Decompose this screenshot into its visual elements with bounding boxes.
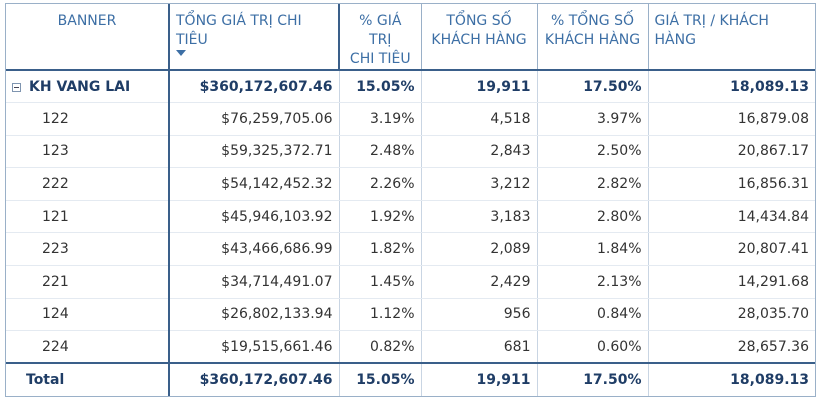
table-row: 123 $59,325,372.71 2.48% 2,843 2.50% 20,…: [6, 135, 815, 169]
cell-pct-spend: 1.12%: [339, 298, 422, 332]
cell-total-spend: $45,946,103.92: [169, 200, 340, 234]
total-cell-pct-spend: 15.05%: [339, 362, 422, 396]
column-header-label: TỔNG GIÁ TRỊ CHI TIÊU: [176, 13, 302, 48]
total-cell-pct-customers: 17.50%: [537, 362, 649, 396]
table-row: 223 $43,466,686.99 1.82% 2,089 1.84% 20,…: [6, 232, 815, 267]
table-row: 221 $34,714,491.07 1.45% 2,429 2.13% 14,…: [6, 265, 815, 299]
cell-pct-spend: 1.82%: [339, 232, 422, 267]
table-row: 222 $54,142,452.32 2.26% 3,212 2.82% 16,…: [6, 167, 815, 201]
total-cell-label: Total: [6, 362, 170, 396]
cell-customers: 4,518: [421, 102, 538, 136]
cell-pct-customers: 1.84%: [537, 232, 649, 267]
column-header-label: GIÁ TRỊ / KHÁCH HÀNG: [654, 13, 769, 48]
table-row: 122 $76,259,705.06 3.19% 4,518 3.97% 16,…: [6, 102, 815, 136]
collapse-icon[interactable]: [12, 82, 21, 92]
cell-customers: 2,089: [421, 232, 538, 267]
cell-pct-customers: 3.97%: [537, 102, 649, 136]
column-header-label-line1: % TỔNG SỐ: [550, 13, 634, 29]
total-cell-customers: 19,911: [421, 362, 538, 396]
total-cell-value-per-customer: 18,089.13: [648, 362, 815, 396]
table-row: 224 $19,515,661.46 0.82% 681 0.60% 28,65…: [6, 330, 815, 364]
cell-value-per-customer: 16,879.08: [648, 102, 815, 136]
cell-total-spend: $19,515,661.46: [169, 330, 340, 364]
cell-pct-spend: 3.19%: [339, 102, 422, 136]
cell-banner: 222: [6, 167, 170, 201]
cell-pct-customers: 2.50%: [537, 135, 649, 169]
column-header-label-line2: CHI TIÊU: [349, 51, 411, 67]
cell-value-per-customer: 28,657.36: [648, 330, 815, 364]
group-cell-pct-customers: 17.50%: [537, 70, 649, 104]
column-header-label: BANNER: [57, 13, 117, 29]
table-row: 121 $45,946,103.92 1.92% 3,183 2.80% 14,…: [6, 200, 815, 234]
header-row: BANNER TỔNG GIÁ TRỊ CHI TIÊU % GIÁ TRỊ C…: [6, 4, 815, 71]
column-header-label-line1: TỔNG SỐ: [446, 13, 512, 29]
table-row: 124 $26,802,133.94 1.12% 956 0.84% 28,03…: [6, 298, 815, 332]
matrix-table: BANNER TỔNG GIÁ TRỊ CHI TIÊU % GIÁ TRỊ C…: [6, 4, 815, 396]
cell-total-spend: $34,714,491.07: [169, 265, 340, 299]
group-cell-banner[interactable]: KH VANG LAI: [6, 70, 170, 104]
cell-pct-customers: 2.13%: [537, 265, 649, 299]
column-header-banner[interactable]: BANNER: [6, 4, 170, 71]
cell-banner: 122: [6, 102, 170, 136]
cell-pct-spend: 0.82%: [339, 330, 422, 364]
cell-pct-spend: 1.45%: [339, 265, 422, 299]
cell-value-per-customer: 28,035.70: [648, 298, 815, 332]
cell-total-spend: $43,466,686.99: [169, 232, 340, 267]
cell-pct-customers: 2.80%: [537, 200, 649, 234]
cell-pct-customers: 0.84%: [537, 298, 649, 332]
cell-value-per-customer: 20,867.17: [648, 135, 815, 169]
column-header-pct-spend[interactable]: % GIÁ TRỊ CHI TIÊU: [339, 4, 422, 71]
column-header-label-line1: % GIÁ TRỊ: [359, 13, 402, 48]
group-cell-customers: 19,911: [421, 70, 538, 104]
column-header-pct-customers[interactable]: % TỔNG SỐ KHÁCH HÀNG: [537, 4, 649, 71]
group-row-kh-vang-lai: KH VANG LAI $360,172,607.46 15.05% 19,91…: [6, 70, 815, 104]
cell-customers: 681: [421, 330, 538, 364]
cell-customers: 2,429: [421, 265, 538, 299]
column-header-label-line2: KHÁCH HÀNG: [431, 32, 527, 48]
cell-value-per-customer: 14,434.84: [648, 200, 815, 234]
cell-banner: 223: [6, 232, 170, 267]
cell-total-spend: $59,325,372.71: [169, 135, 340, 169]
cell-value-per-customer: 16,856.31: [648, 167, 815, 201]
column-header-value-per-customer[interactable]: GIÁ TRỊ / KHÁCH HÀNG: [648, 4, 815, 71]
sort-descending-icon[interactable]: [176, 50, 186, 56]
cell-banner: 224: [6, 330, 170, 364]
cell-pct-spend: 2.26%: [339, 167, 422, 201]
total-row: Total $360,172,607.46 15.05% 19,911 17.5…: [6, 362, 815, 396]
column-header-total-customers[interactable]: TỔNG SỐ KHÁCH HÀNG: [421, 4, 538, 71]
cell-customers: 3,212: [421, 167, 538, 201]
cell-total-spend: $54,142,452.32: [169, 167, 340, 201]
cell-pct-customers: 2.82%: [537, 167, 649, 201]
cell-banner: 124: [6, 298, 170, 332]
column-header-label-line2: KHÁCH HÀNG: [544, 32, 641, 48]
cell-banner: 121: [6, 200, 170, 234]
cell-total-spend: $76,259,705.06: [169, 102, 340, 136]
group-cell-value-per-customer: 18,089.13: [648, 70, 815, 104]
cell-pct-customers: 0.60%: [537, 330, 649, 364]
matrix-table-visual: BANNER TỔNG GIÁ TRỊ CHI TIÊU % GIÁ TRỊ C…: [5, 3, 816, 397]
group-label: KH VANG LAI: [29, 78, 131, 95]
cell-total-spend: $26,802,133.94: [169, 298, 340, 332]
total-cell-total-spend: $360,172,607.46: [169, 362, 340, 396]
cell-banner: 123: [6, 135, 170, 169]
cell-value-per-customer: 14,291.68: [648, 265, 815, 299]
group-cell-pct-spend: 15.05%: [339, 70, 422, 104]
column-header-total-spend[interactable]: TỔNG GIÁ TRỊ CHI TIÊU: [169, 4, 340, 71]
cell-customers: 956: [421, 298, 538, 332]
cell-pct-spend: 1.92%: [339, 200, 422, 234]
cell-banner: 221: [6, 265, 170, 299]
group-cell-total-spend: $360,172,607.46: [169, 70, 340, 104]
cell-customers: 3,183: [421, 200, 538, 234]
cell-customers: 2,843: [421, 135, 538, 169]
cell-pct-spend: 2.48%: [339, 135, 422, 169]
cell-value-per-customer: 20,807.41: [648, 232, 815, 267]
